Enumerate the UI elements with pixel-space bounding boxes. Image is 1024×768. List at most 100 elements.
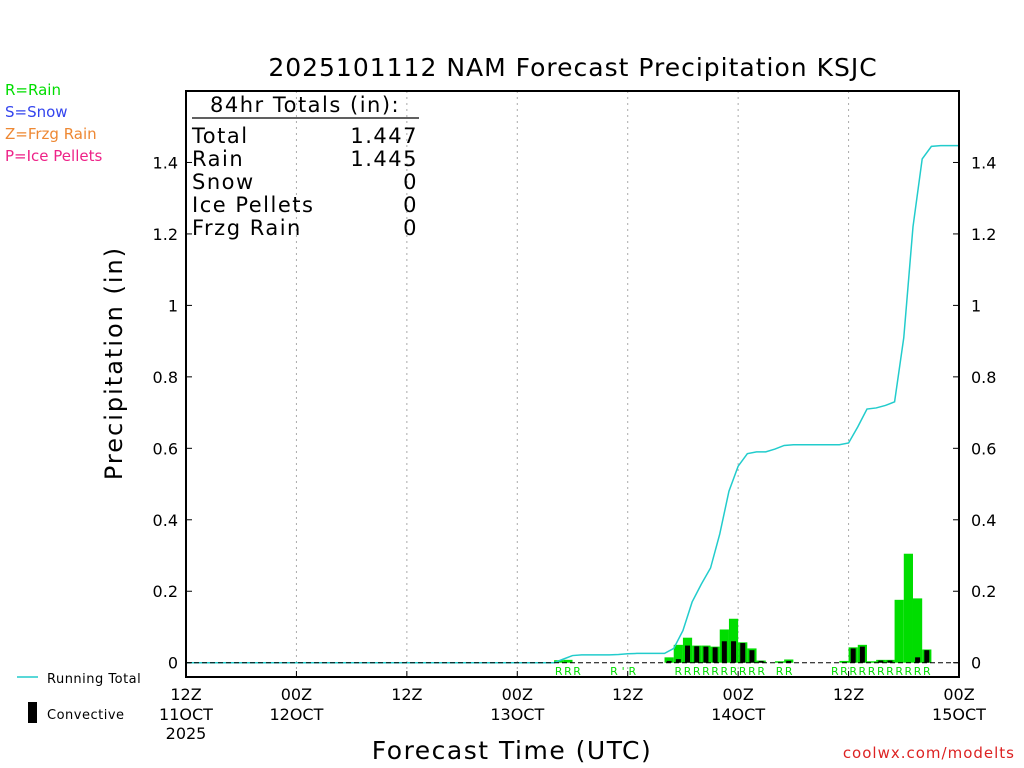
- x-tick-date: 11OCT: [159, 705, 213, 724]
- convective-bar: [878, 660, 884, 663]
- ptype-marker: R: [859, 665, 867, 678]
- convective-bar: [740, 643, 746, 663]
- convective-bar: [685, 645, 691, 663]
- y-tick-label-right: 0.2: [971, 582, 996, 601]
- totals-header: 84hr Totals (in):: [210, 93, 400, 117]
- x-tick-year: 2025: [166, 724, 207, 743]
- plot-frame: [185, 90, 960, 678]
- convective-bar: [703, 646, 709, 663]
- y-tick-label-right: 1.2: [971, 225, 996, 244]
- type-legend: R=Rain S=Snow Z=Frzg Rain P=Ice Pellets: [5, 79, 102, 167]
- running-total-legend-label: Running Total: [47, 672, 141, 687]
- totals-box: 84hr Totals (in): Total 1.447 Rain 1.445 Sno…: [191, 93, 419, 240]
- convective-bar: [712, 647, 718, 663]
- x-tick-label: 12Z: [833, 685, 864, 704]
- ptype-marker: R: [730, 665, 738, 678]
- x-tick-date: 12OCT: [269, 705, 323, 724]
- ptype-marker: R: [702, 665, 710, 678]
- precip-bar: [912, 598, 923, 663]
- ptype-marker: R: [721, 665, 729, 678]
- ptype-marker: R: [711, 665, 719, 678]
- convective-bar: [694, 646, 700, 663]
- convective-bar: [675, 659, 681, 663]
- legend-frzg-rain: Z=Frzg Rain: [5, 125, 97, 143]
- convective-legend-label: Convective: [47, 708, 125, 723]
- convective-bar: [887, 660, 893, 663]
- ptype-marker: R: [923, 665, 931, 678]
- grid-lines: [295, 91, 850, 677]
- precip-bar: [728, 618, 739, 663]
- ptype-marker: R: [868, 665, 876, 678]
- y-tick-label-left: 0.2: [153, 582, 178, 601]
- y-axis-label: Precipitation (in): [100, 246, 128, 480]
- y-tick-label-left: 0.8: [153, 368, 178, 387]
- legend-ice-pellets: P=Ice Pellets: [5, 147, 103, 165]
- legend-snow: S=Snow: [5, 103, 68, 121]
- convective-bar: [915, 657, 921, 663]
- ptype-marker: R: [849, 665, 857, 678]
- precip-bar: [903, 553, 913, 663]
- convective-bar: [924, 650, 930, 663]
- ptype-markers: R R R R ' R R R R R R R R R R R R R R R R R R R R R R R R: [555, 665, 931, 678]
- y-tick-label-right: 0: [971, 654, 981, 673]
- totals-row-value: 1.447: [350, 124, 418, 148]
- bottom-legend: Running Total Convective: [17, 672, 141, 723]
- ptype-marker: R: [573, 665, 581, 678]
- x-tick-label: 00Z: [281, 685, 312, 704]
- precip-bar: [664, 657, 674, 663]
- ptype-marker: R: [610, 665, 618, 678]
- totals-row-label: Snow: [192, 170, 255, 194]
- x-tick-label: 12Z: [391, 685, 422, 704]
- convective-bar: [749, 650, 755, 663]
- totals-row-value: 0: [403, 216, 418, 240]
- y-tick-label-left: 0.4: [153, 511, 178, 530]
- ptype-marker: R: [748, 665, 756, 678]
- y-tick-label-right: 1.4: [971, 153, 996, 172]
- y-tick-label-right: 0.8: [971, 368, 996, 387]
- x-tick-label: 00Z: [943, 685, 974, 704]
- ptype-marker: R: [684, 665, 692, 678]
- x-tick-label: 12Z: [170, 685, 201, 704]
- ptype-marker: R: [840, 665, 848, 678]
- totals-row-value: 0: [403, 193, 418, 217]
- precip-bar: [894, 599, 904, 663]
- convective-bar: [721, 641, 727, 663]
- ptype-marker: R: [739, 665, 747, 678]
- y-tick-label-left: 0.6: [153, 439, 178, 458]
- x-axis-label: Forecast Time (UTC): [372, 736, 652, 765]
- precip-bar: [774, 661, 785, 663]
- precip-bar: [839, 660, 849, 663]
- chart-title: 2025101112 NAM Forecast Precipitation KS…: [268, 53, 877, 82]
- y-tick-label-right: 0.4: [971, 511, 996, 530]
- source-credit: coolwx.com/modelts: [842, 744, 1015, 762]
- ptype-marker: R: [693, 665, 701, 678]
- y-tick-label-left: 1.4: [153, 153, 178, 172]
- y-tick-label-right: 0.6: [971, 439, 996, 458]
- ptype-marker: R: [886, 665, 894, 678]
- y-tick-label-left: 1: [168, 296, 178, 315]
- x-tick-date: 13OCT: [490, 705, 544, 724]
- y-tick-label-right: 1: [971, 296, 981, 315]
- axis-ticks: 0 00.2 0.20.4 0.40.6 0.60.8 0.81 11.2 1.21.4 1.4…: [153, 153, 997, 743]
- ptype-marker: R: [785, 665, 793, 678]
- convective-bar: [731, 641, 737, 663]
- totals-row-label: Rain: [192, 147, 244, 171]
- totals-rows: Total 1.447 Rain 1.445 Snow 0 Ice Pellets 0 Frzg…: [191, 124, 418, 240]
- ptype-marker: R: [757, 665, 765, 678]
- totals-row-label: Total: [191, 124, 249, 148]
- x-tick-date: 15OCT: [932, 705, 986, 724]
- ptype-marker: R: [674, 665, 682, 678]
- ptype-marker: R: [776, 665, 784, 678]
- totals-row-label: Frzg Rain: [192, 216, 302, 240]
- precip-bar: [866, 661, 877, 663]
- convective-bar: [859, 646, 865, 663]
- y-tick-label-left: 0: [168, 654, 178, 673]
- y-tick-label-left: 1.2: [153, 225, 178, 244]
- ptype-marker: R: [905, 665, 913, 678]
- totals-row-value: 1.445: [350, 147, 418, 171]
- precip-bar: [673, 644, 683, 663]
- x-tick-label: 00Z: [722, 685, 753, 704]
- totals-row-value: 0: [403, 170, 418, 194]
- convective-bar: [758, 660, 764, 663]
- convective-bar: [786, 660, 792, 663]
